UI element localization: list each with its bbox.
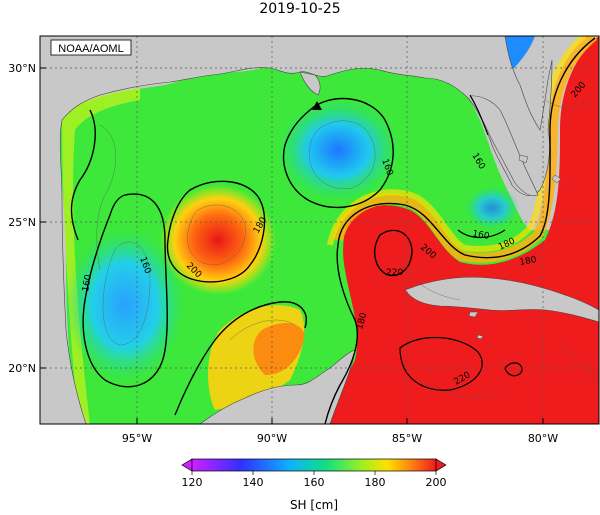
florida — [469, 95, 539, 197]
colorbar-gradient — [191, 458, 437, 472]
colorbar-units-label: SH [cm] — [290, 498, 338, 512]
contour-label: 180 — [519, 255, 538, 268]
graticule — [40, 36, 599, 424]
yucatan — [199, 349, 356, 424]
contour-label: 220 — [386, 268, 403, 278]
lon-label-85: 85°W — [392, 432, 422, 445]
contour-label: 180 — [355, 311, 369, 330]
lon-label-80: 80°W — [528, 432, 558, 445]
lat-label-25: 25°N — [8, 216, 36, 229]
credit-label: NOAA/AOML — [58, 43, 123, 55]
map-frame — [39, 35, 600, 425]
loop-current — [330, 36, 599, 424]
colorbar-left-arrow — [181, 458, 193, 472]
map-title: 2019-10-25 — [259, 1, 341, 17]
lat-label-20: 20°N — [8, 362, 36, 375]
cuba — [404, 276, 599, 323]
contour-label: 160 — [81, 274, 94, 293]
us-coast — [40, 36, 599, 424]
central-low-eddy — [276, 98, 400, 202]
colorbar-tick-160: 160 — [304, 476, 325, 489]
colorbar-tick-200: 200 — [426, 476, 447, 489]
colorbar-right-arrow — [435, 458, 447, 472]
colorbar-tick-140: 140 — [243, 476, 264, 489]
warm-core-ring — [160, 185, 276, 295]
location-marker — [312, 101, 322, 110]
lon-label-95: 95°W — [122, 432, 152, 445]
credit-box — [50, 39, 132, 56]
colorbar-tick-120: 120 — [182, 476, 203, 489]
lon-label-90: 90°W — [257, 432, 287, 445]
lat-label-30: 30°N — [8, 62, 36, 75]
gulf-sea-height-field — [40, 36, 599, 424]
colorbar-tick-180: 180 — [365, 476, 386, 489]
west-low-eddy — [65, 227, 185, 383]
colorbar: 120 140 160 180 200 SH [cm] — [181, 458, 447, 512]
contour-label: 160 — [471, 229, 490, 242]
